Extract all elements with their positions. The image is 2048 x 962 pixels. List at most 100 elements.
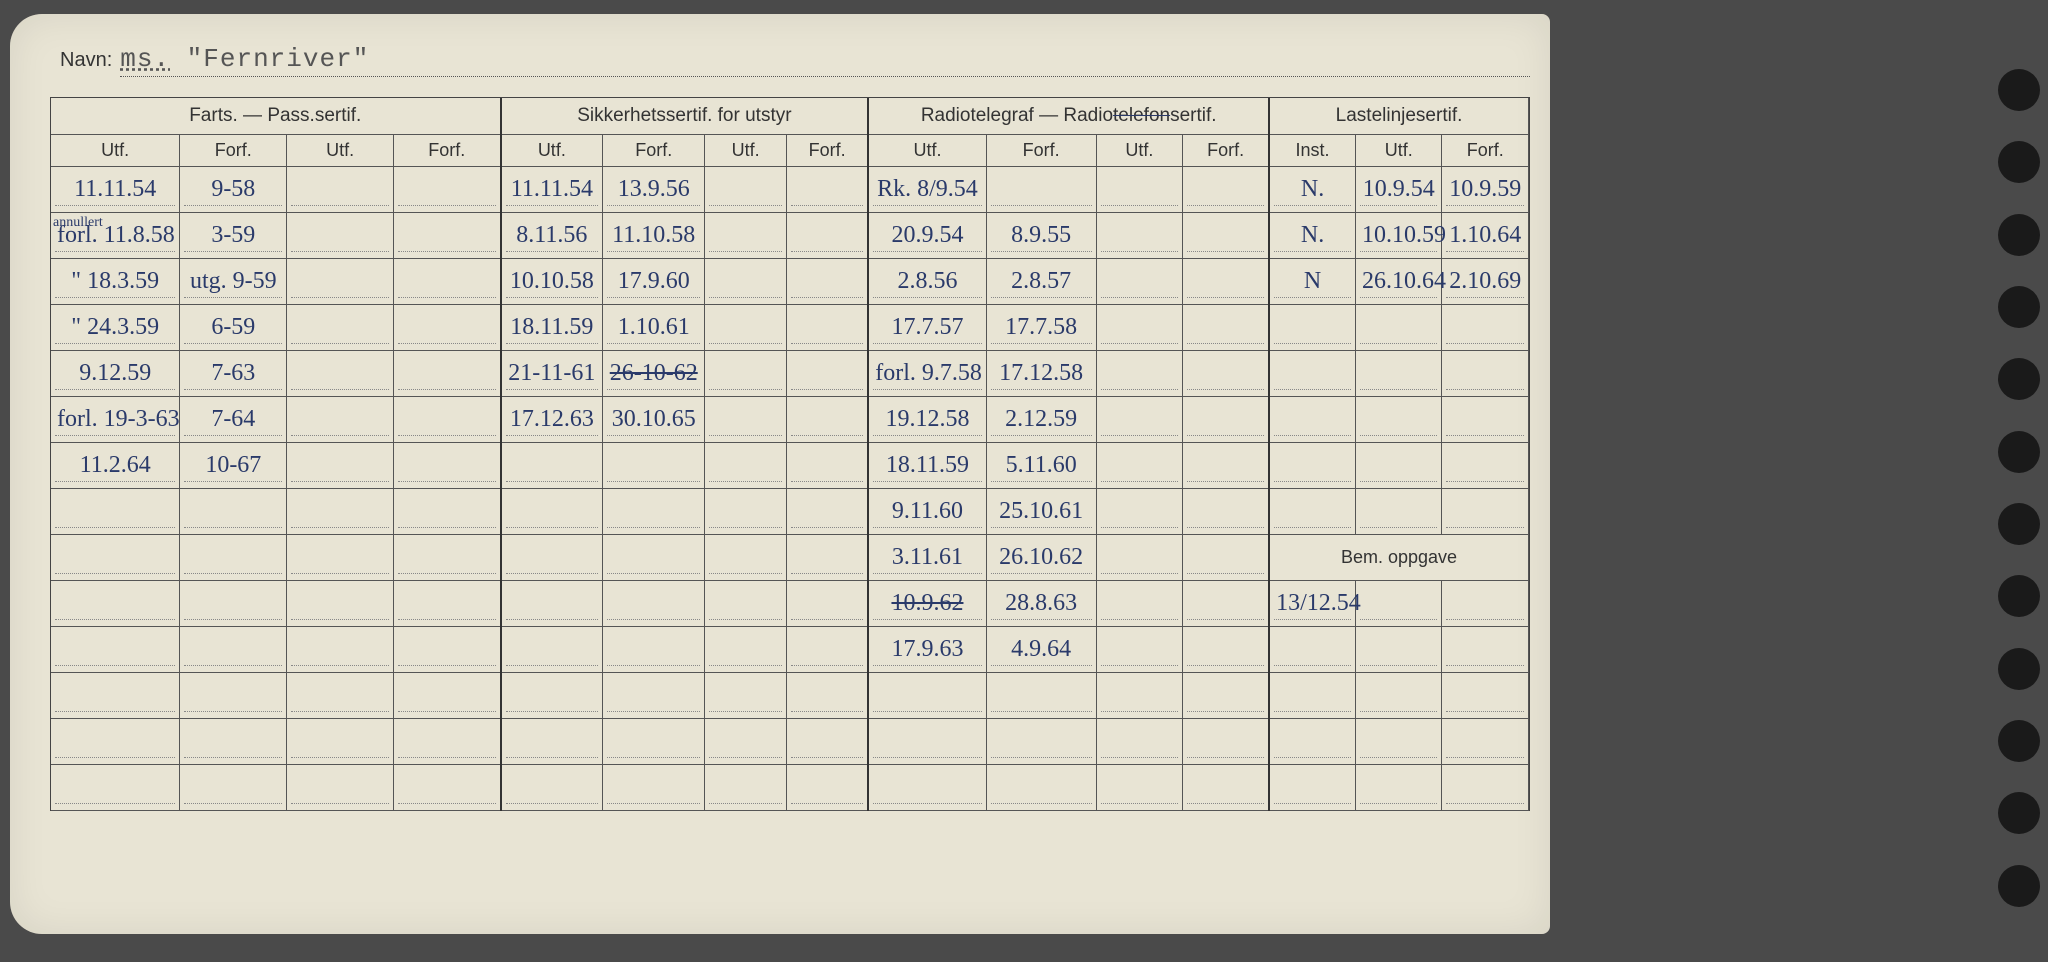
punch-hole (1998, 69, 2040, 111)
cell: N. (1269, 212, 1355, 258)
cell: 2.12.59 (986, 396, 1096, 442)
cell (394, 718, 501, 764)
cell (1096, 718, 1182, 764)
col-group: Farts. — Pass.sertif. (51, 98, 501, 134)
cell (1442, 304, 1529, 350)
cell (1183, 442, 1269, 488)
table-row: 9.12.597-6321-11-6126-10-62forl. 9.7.581… (51, 350, 1529, 396)
col-sub: Utf. (868, 134, 986, 166)
cell: 7-64 (180, 396, 287, 442)
table-row: 3.11.6126.10.62Bem. oppgave (51, 534, 1529, 580)
cell (1442, 350, 1529, 396)
cell (1356, 718, 1442, 764)
cell (603, 626, 705, 672)
cell (787, 396, 869, 442)
cell (1356, 304, 1442, 350)
cell (1096, 396, 1182, 442)
cell (1183, 304, 1269, 350)
cell (394, 258, 501, 304)
punch-hole (1998, 648, 2040, 690)
cell: 9.11.60 (868, 488, 986, 534)
cell (1183, 626, 1269, 672)
cell (1183, 672, 1269, 718)
cell (787, 350, 869, 396)
cell (986, 672, 1096, 718)
table-row: 11.2.6410-6718.11.595.11.60 (51, 442, 1529, 488)
cell (287, 442, 394, 488)
cell (1442, 488, 1529, 534)
table-row: forl. 11.8.58annullert3-598.11.5611.10.5… (51, 212, 1529, 258)
header-group-row: Farts. — Pass.sertif.Sikkerhetssertif. f… (51, 98, 1529, 134)
cell (1183, 350, 1269, 396)
cell: 17.7.58 (986, 304, 1096, 350)
cell (287, 534, 394, 580)
cell: 7-63 (180, 350, 287, 396)
cell (603, 672, 705, 718)
cell (501, 580, 603, 626)
cell (1442, 626, 1529, 672)
col-sub: Utf. (51, 134, 180, 166)
col-sub: Utf. (1096, 134, 1182, 166)
table-head: Farts. — Pass.sertif.Sikkerhetssertif. f… (51, 98, 1529, 166)
cell (1183, 258, 1269, 304)
cell: 10-67 (180, 442, 287, 488)
cell (1096, 442, 1182, 488)
cell: 5.11.60 (986, 442, 1096, 488)
punch-hole (1998, 720, 2040, 762)
col-sub: Forf. (986, 134, 1096, 166)
punch-hole (1998, 286, 2040, 328)
cell (287, 764, 394, 810)
cell (1096, 166, 1182, 212)
cell: 1.10.61 (603, 304, 705, 350)
cell: " 24.3.59 (51, 304, 180, 350)
cell: 11.10.58 (603, 212, 705, 258)
cell (868, 764, 986, 810)
index-card: Navn: ms. "Fernriver" Farts. — Pass.sert… (10, 14, 1550, 934)
cell (787, 764, 869, 810)
cell (394, 350, 501, 396)
cell (603, 580, 705, 626)
col-group: Lastelinjesertif. (1269, 98, 1528, 134)
cell (1096, 304, 1182, 350)
cell: 11.11.54 (51, 166, 180, 212)
cell (986, 764, 1096, 810)
cell (787, 258, 869, 304)
table-row: forl. 19-3-637-6417.12.6330.10.6519.12.5… (51, 396, 1529, 442)
cell: 30.10.65 (603, 396, 705, 442)
cell (1269, 718, 1355, 764)
cell (787, 718, 869, 764)
cell (603, 488, 705, 534)
cell (1096, 258, 1182, 304)
cell (180, 488, 287, 534)
cell (1096, 350, 1182, 396)
cell (1183, 396, 1269, 442)
cell: 10.10.59 (1356, 212, 1442, 258)
cell (1096, 626, 1182, 672)
cell (1096, 534, 1182, 580)
cell: 25.10.61 (986, 488, 1096, 534)
cell: 18.11.59 (501, 304, 603, 350)
cell (287, 580, 394, 626)
cell (1442, 580, 1529, 626)
cell (1356, 396, 1442, 442)
cell: 1.10.64 (1442, 212, 1529, 258)
cell (394, 212, 501, 258)
cell (1269, 442, 1355, 488)
cell (1096, 580, 1182, 626)
cell: 18.11.59 (868, 442, 986, 488)
cell (287, 258, 394, 304)
cell (394, 442, 501, 488)
cell (51, 580, 180, 626)
col-sub: Utf. (287, 134, 394, 166)
punch-hole (1998, 792, 2040, 834)
table-body: 11.11.549-5811.11.5413.9.56Rk. 8/9.54N.1… (51, 166, 1529, 810)
punch-hole (1998, 431, 2040, 473)
cell (1442, 442, 1529, 488)
cell: 10.9.59 (1442, 166, 1529, 212)
cell (287, 304, 394, 350)
cell (394, 764, 501, 810)
cell: 20.9.54 (868, 212, 986, 258)
cell: 21-11-61 (501, 350, 603, 396)
cell (287, 626, 394, 672)
cell (1096, 764, 1182, 810)
